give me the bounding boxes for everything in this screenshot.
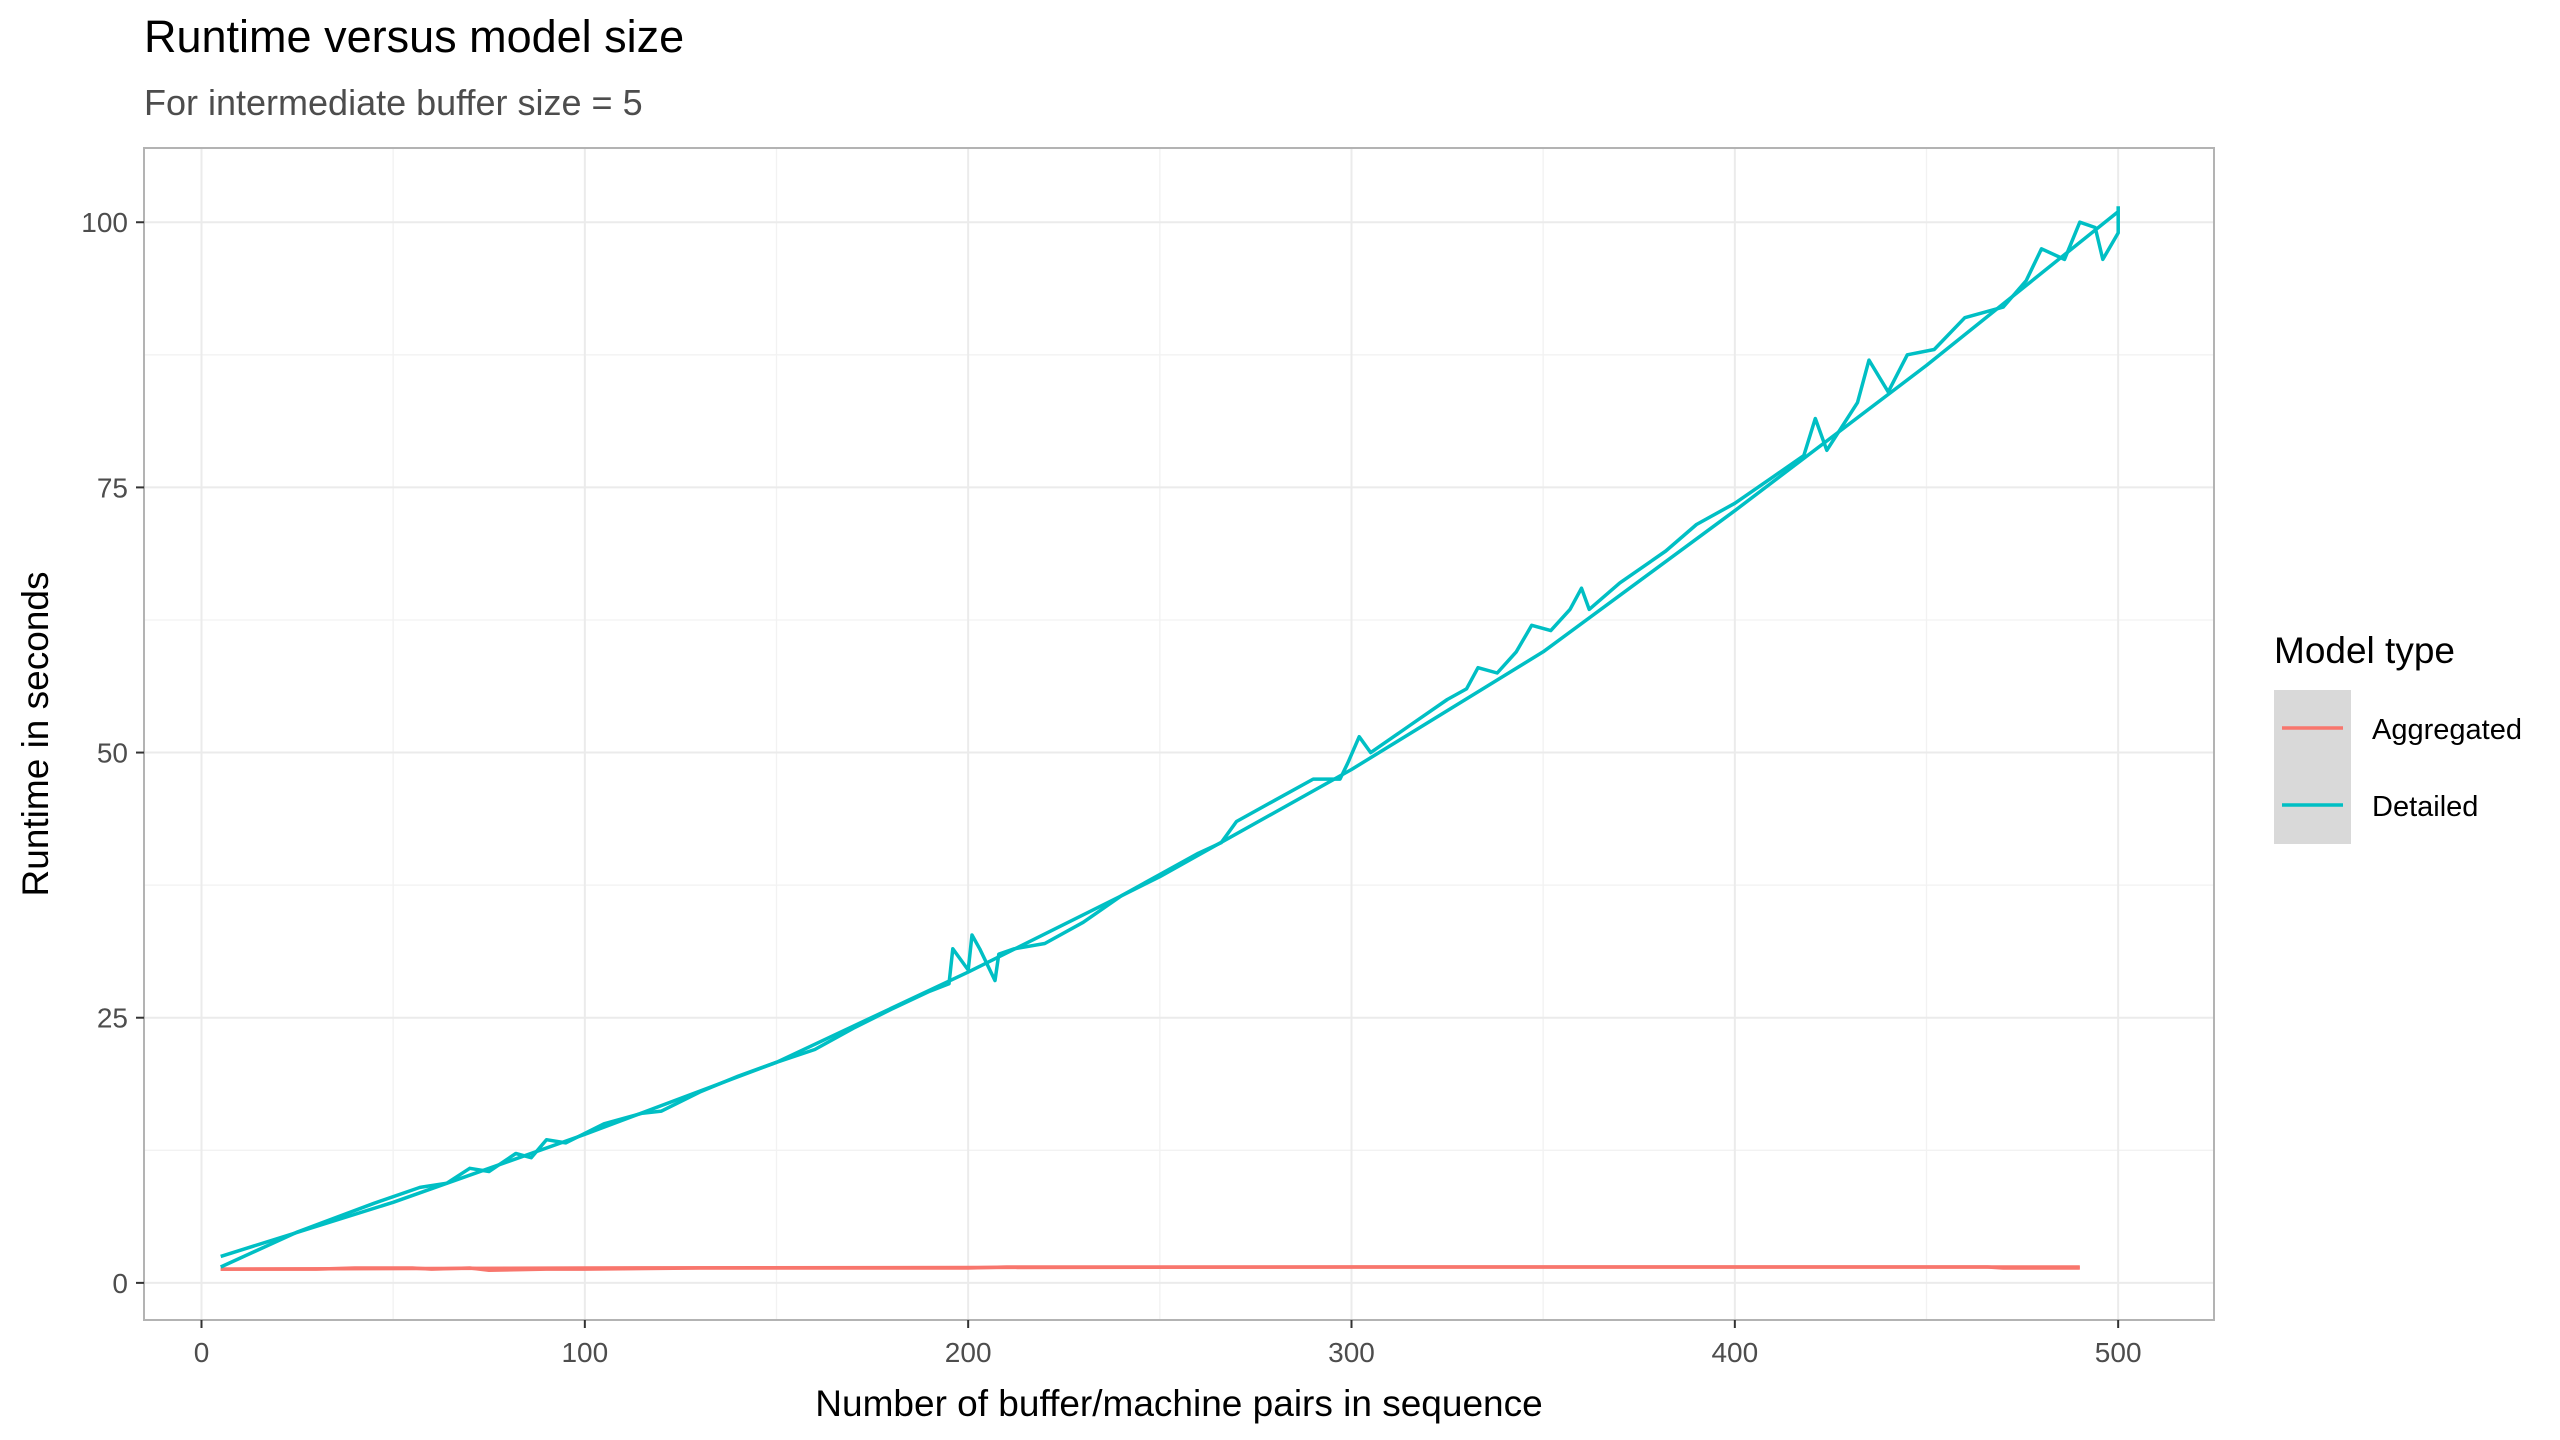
chart-title: Runtime versus model size (144, 11, 684, 62)
y-tick-label: 100 (81, 207, 128, 238)
series-line-aggregated (220, 1265, 2080, 1272)
plot-border (143, 147, 2215, 1321)
x-tick-label: 400 (1711, 1337, 1758, 1368)
series-line-detailed (219, 206, 2120, 1269)
legend-items: Aggregated Detailed (2282, 714, 2522, 823)
legend-label-detailed: Detailed (2372, 791, 2478, 823)
y-tick-label: 50 (97, 738, 128, 769)
plot-panel (144, 148, 2214, 1320)
grid-major-lines (144, 148, 2214, 1320)
y-axis-ticks: 0 25 50 75 100 (81, 207, 144, 1299)
legend: Model type Aggregated Detailed (2274, 630, 2522, 844)
x-tick-label: 500 (2095, 1337, 2142, 1368)
y-tick-label: 25 (97, 1003, 128, 1034)
x-axis-title: Number of buffer/machine pairs in sequen… (815, 1383, 1542, 1424)
x-tick-label: 100 (561, 1337, 608, 1368)
y-tick-label: 75 (97, 472, 128, 503)
trend-curve-detailed (220, 210, 2120, 1259)
legend-title: Model type (2274, 630, 2455, 671)
y-axis-title: Runtime in seconds (15, 572, 56, 897)
x-tick-label: 200 (945, 1337, 992, 1368)
grid-minor-lines (144, 148, 2214, 1320)
legend-label-aggregated: Aggregated (2372, 714, 2522, 746)
chart-subtitle: For intermediate buffer size = 5 (144, 82, 643, 123)
x-tick-label: 0 (194, 1337, 210, 1368)
legend-key-background (2274, 690, 2351, 844)
x-axis-ticks: 0 100 200 300 400 500 (194, 1320, 2142, 1368)
series-layer (219, 206, 2120, 1272)
x-tick-label: 300 (1328, 1337, 1375, 1368)
y-tick-label: 0 (112, 1268, 128, 1299)
